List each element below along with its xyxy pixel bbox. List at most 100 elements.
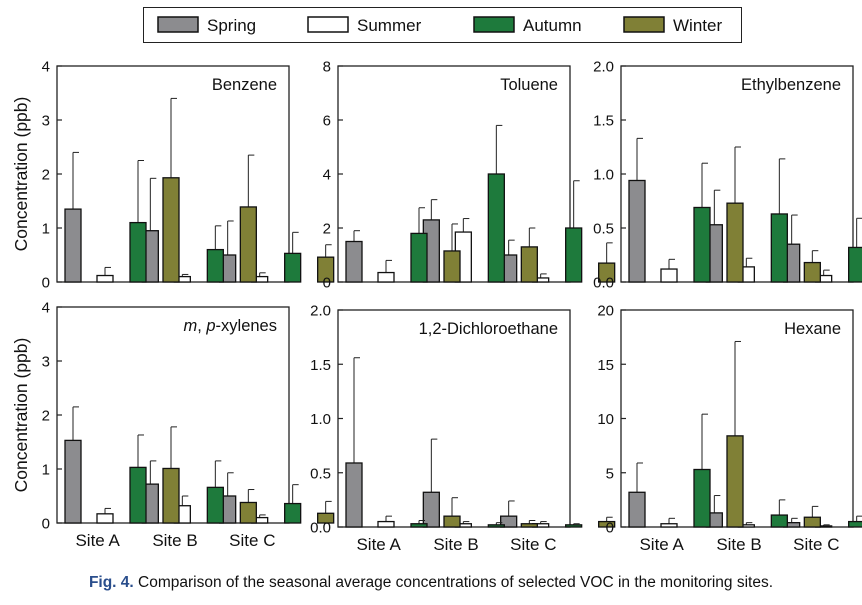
- bar-m-p-xylenes-autumn-site-c: [284, 502, 302, 524]
- legend-swatch-autumn: [473, 16, 515, 33]
- chart-panel-toluene: 0 2 4 6 8 Toluene: [323, 59, 616, 292]
- bar-ethylbenzene-summer-site-a: [660, 268, 678, 283]
- panel-title-part: m: [183, 317, 197, 335]
- legend-item-winter: Winter: [623, 16, 722, 35]
- y-axis-title-row-2: Concentration (ppb): [11, 338, 31, 493]
- bar-ethylbenzene-winter-site-a: [726, 202, 744, 283]
- y-tick-label: 4: [42, 59, 50, 76]
- bar-ethylbenzene-spring-site-a: [628, 179, 646, 283]
- legend-label-spring: Spring: [207, 16, 256, 35]
- legend-item-summer: Summer: [307, 16, 422, 35]
- bar-benzene-autumn-site-b: [206, 248, 224, 283]
- y-tick-label: 2: [323, 221, 331, 238]
- bar-benzene-winter-site-b: [239, 206, 257, 283]
- y-tick-label: 5: [606, 465, 614, 482]
- y-tick-label: 2: [42, 408, 50, 425]
- bar-m-p-xylenes-winter-site-c: [317, 512, 335, 524]
- bar-ethylbenzene-autumn-site-b: [770, 213, 788, 283]
- y-tick-label: 6: [323, 113, 331, 130]
- panel-title-part: -xylenes: [216, 317, 277, 335]
- bar-ethylbenzene-winter-site-b: [803, 261, 821, 283]
- x-category-label-site-b: Site B: [152, 531, 197, 550]
- bar-toluene-winter-site-a: [443, 250, 461, 283]
- y-tick-label: 0.0: [593, 275, 614, 292]
- x-category-label-site-b: Site B: [716, 535, 761, 554]
- legend-swatch-summer: [307, 16, 349, 33]
- bar-1-2-dichloroethane-spring-site-b: [422, 491, 440, 528]
- y-tick-label: 0.5: [310, 465, 331, 482]
- panel-title: Toluene: [500, 76, 558, 94]
- figure-caption: Fig. 4. Comparison of the seasonal avera…: [0, 574, 862, 592]
- panel-title: Benzene: [212, 76, 277, 94]
- y-tick-label: 2.0: [310, 303, 331, 320]
- bar-ethylbenzene-autumn-site-c: [848, 246, 862, 283]
- bar-1-2-dichloroethane-autumn-site-b: [487, 524, 505, 528]
- bar-m-p-xylenes-autumn-site-b: [206, 486, 224, 524]
- y-tick-label: 10: [597, 411, 614, 428]
- legend-label-autumn: Autumn: [523, 16, 582, 35]
- bar-hexane-summer-site-a: [660, 523, 678, 528]
- bar-1-2-dichloroethane-summer-site-a: [377, 520, 395, 528]
- caption-label: Fig. 4.: [88, 574, 134, 591]
- bar-1-2-dichloroethane-spring-site-c: [500, 515, 518, 528]
- y-tick-label: 8: [323, 59, 331, 76]
- x-category-label-site-b: Site B: [433, 535, 478, 554]
- x-category-label-site-a: Site A: [75, 531, 120, 550]
- y-tick-label: 1.0: [310, 411, 331, 428]
- x-category-label-site-c: Site C: [793, 535, 839, 554]
- legend-label-winter: Winter: [673, 16, 722, 35]
- chart-panel-ethylbenzene: 0.0 0.5 1.0 1.5 2.0 Ethylbenzene: [593, 59, 862, 292]
- y-tick-label: 0: [606, 520, 614, 537]
- panel-title: Hexane: [784, 320, 841, 338]
- legend-label-summer: Summer: [357, 16, 422, 35]
- bar-benzene-winter-site-a: [162, 177, 180, 283]
- bar-benzene-winter-site-c: [317, 256, 335, 283]
- y-tick-label: 1.5: [593, 113, 614, 130]
- x-category-label-site-c: Site C: [510, 535, 556, 554]
- bar-m-p-xylenes-spring-site-a: [64, 439, 82, 524]
- y-tick-label: 2.0: [593, 59, 614, 76]
- bar-toluene-summer-site-a: [377, 271, 395, 283]
- legend-item-spring: Spring: [157, 16, 256, 35]
- panel-title-part: ,: [197, 317, 206, 335]
- y-tick-label: 0.0: [310, 520, 331, 537]
- panel-title: Ethylbenzene: [741, 76, 841, 94]
- chart-panel-benzene: 0 1 2 3 4 Benzene: [42, 59, 335, 292]
- bar-benzene-spring-site-a: [64, 208, 82, 283]
- x-category-label-site-a: Site A: [356, 535, 401, 554]
- bar-m-p-xylenes-summer-site-a: [96, 513, 114, 524]
- caption-text: Comparison of the seasonal average conce…: [138, 574, 774, 591]
- plot-frame: [337, 309, 571, 528]
- panel-title: m, p-xylenes: [183, 317, 277, 335]
- bar-1-2-dichloroethane-winter-site-a: [443, 515, 461, 528]
- y-tick-label: 1: [42, 221, 50, 238]
- y-tick-label: 15: [597, 357, 614, 374]
- bar-toluene-autumn-site-b: [487, 173, 505, 283]
- bar-toluene-winter-site-c: [598, 262, 616, 283]
- bar-benzene-autumn-site-a: [129, 221, 147, 283]
- y-tick-label: 1.5: [310, 357, 331, 374]
- y-tick-label: 3: [42, 354, 50, 371]
- bar-m-p-xylenes-winter-site-b: [239, 501, 257, 524]
- y-tick-label: 4: [42, 300, 50, 317]
- y-tick-label: 2: [42, 167, 50, 184]
- y-tick-label: 4: [323, 167, 331, 184]
- bar-hexane-winter-site-b: [803, 516, 821, 528]
- x-category-label-site-c: Site C: [229, 531, 275, 550]
- panel-title-part: p: [205, 317, 215, 335]
- y-tick-label: 1: [42, 462, 50, 479]
- bar-m-p-xylenes-autumn-site-a: [129, 466, 147, 524]
- bar-1-2-dichloroethane-autumn-site-a: [410, 523, 428, 528]
- legend-swatch-winter: [623, 16, 665, 33]
- chart-panel-hexane: 0 5 10 15 20 Hexane Site A Site B Site C: [597, 303, 862, 554]
- bar-benzene-autumn-site-c: [284, 252, 302, 283]
- bar-toluene-spring-site-a: [345, 240, 363, 283]
- bar-1-2-dichloroethane-winter-site-c: [598, 520, 616, 528]
- bar-benzene-summer-site-a: [96, 274, 114, 283]
- y-tick-label: 3: [42, 113, 50, 130]
- legend-item-autumn: Autumn: [473, 16, 582, 35]
- y-tick-label: 0: [42, 516, 50, 533]
- y-axis-title-row-1: Concentration (ppb): [11, 97, 31, 252]
- bar-hexane-autumn-site-c: [848, 520, 862, 528]
- bar-toluene-autumn-site-a: [410, 232, 428, 283]
